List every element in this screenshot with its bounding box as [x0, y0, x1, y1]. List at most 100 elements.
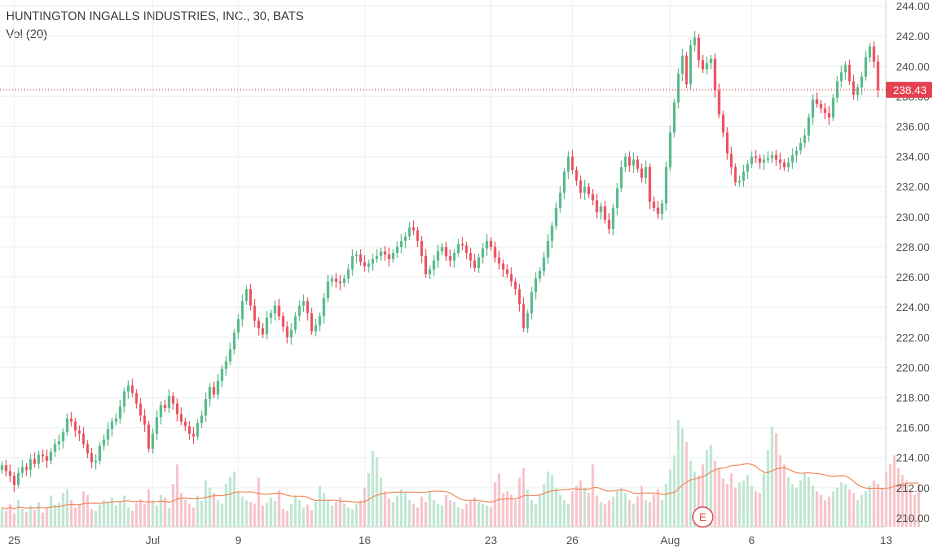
candle-body	[465, 245, 468, 253]
volume-bar	[778, 455, 782, 527]
volume-bar	[725, 484, 729, 527]
candle-body	[787, 162, 790, 168]
candle-body	[591, 194, 595, 201]
candle-body	[302, 301, 305, 306]
volume-bar	[538, 494, 542, 527]
candle-body	[579, 180, 582, 193]
volume-bar	[746, 475, 749, 527]
volume-bar	[844, 484, 847, 527]
candle-body	[196, 423, 199, 437]
candle-body	[212, 386, 216, 395]
volume-bar	[428, 491, 432, 527]
candle-body	[290, 329, 293, 338]
chart-legend: HUNTINGTON INGALLS INDUSTRIES, INC., 30,…	[6, 7, 304, 43]
volume-bar	[281, 509, 285, 527]
candle-body	[375, 255, 379, 259]
last-price-badge-bg	[886, 81, 932, 98]
candle-body	[106, 429, 110, 440]
candle-body	[338, 281, 342, 284]
volume-bar	[118, 501, 122, 527]
volume-bar	[901, 475, 904, 527]
candle-body	[595, 200, 599, 213]
candle-body	[163, 405, 167, 409]
earnings-circle	[692, 506, 714, 528]
candle-body	[762, 159, 766, 163]
candle-body	[603, 206, 607, 220]
candle-body	[0, 465, 4, 470]
volume-bar	[546, 471, 550, 527]
earnings-marker[interactable]: E	[692, 506, 714, 528]
volume-bar	[489, 507, 493, 527]
volume-bar	[196, 495, 199, 527]
candle-body	[122, 391, 126, 407]
candle-body	[461, 243, 464, 246]
price-tick-label: 226.00	[896, 272, 930, 284]
volume-bar	[74, 507, 77, 527]
volume-bar	[893, 455, 896, 527]
price-tick-label: 230.00	[896, 212, 930, 224]
volume-bar	[37, 501, 40, 527]
time-tick-label: 16	[358, 535, 370, 547]
candle-body	[644, 167, 648, 178]
price-tick-label: 218.00	[896, 393, 930, 405]
candle-body	[253, 305, 256, 321]
volume-bar	[615, 491, 619, 527]
candle-body	[204, 399, 207, 416]
candle-body	[49, 451, 53, 461]
volume-bar	[12, 513, 16, 527]
price-axis[interactable]: 244.00242.00240.00238.00236.00234.00232.…	[885, 0, 930, 527]
volume-bar	[461, 509, 464, 527]
volume-bar	[359, 500, 362, 527]
candle-body	[342, 278, 346, 284]
volume-bar	[697, 475, 700, 527]
candle-body	[444, 246, 448, 256]
candle-body	[65, 418, 69, 433]
candle-body	[318, 316, 322, 326]
time-axis[interactable]: 25 Jul 9 16 23 26 Aug 6 13	[0, 526, 892, 547]
candle-body	[677, 73, 680, 103]
volume-bar	[514, 500, 517, 527]
volume-bar	[681, 428, 684, 527]
volume-bar	[216, 500, 220, 527]
candle-body	[742, 171, 745, 181]
volume-bar	[909, 491, 912, 527]
candle-body	[558, 192, 562, 208]
volume-bar	[78, 503, 81, 527]
candle-body	[823, 108, 827, 113]
candle-body	[12, 475, 16, 485]
candle-body	[228, 349, 232, 362]
volume-bar	[799, 480, 802, 527]
candle-body	[689, 45, 692, 85]
price-tick-label: 224.00	[896, 302, 930, 314]
candle-body	[192, 433, 195, 437]
candle-body	[685, 55, 688, 85]
volume-bar	[917, 484, 921, 527]
volume-bar	[408, 500, 411, 527]
volume-bar	[795, 487, 798, 527]
price-tick-label: 210.00	[896, 513, 930, 525]
time-tick-label: 25	[8, 535, 20, 547]
candle-body	[448, 255, 452, 261]
candle-body	[795, 150, 798, 156]
candle-body	[864, 57, 868, 77]
volume-bar	[106, 501, 110, 527]
candle-body	[664, 167, 668, 204]
candle-body	[281, 316, 285, 327]
volume-bar	[448, 500, 452, 527]
candle-body	[514, 281, 517, 290]
volume-bar	[322, 493, 326, 527]
time-tick-label: Jul	[146, 535, 160, 547]
candle-body	[730, 153, 733, 168]
candle-body	[8, 471, 12, 476]
volume-bar	[245, 500, 248, 527]
candle-body	[351, 255, 354, 270]
candle-body	[791, 155, 794, 163]
candle-body	[363, 261, 366, 267]
volume-bar	[90, 509, 93, 527]
volume-bar	[342, 503, 346, 527]
candle-body	[477, 257, 480, 269]
candle-body	[485, 240, 489, 249]
volume-bar	[872, 480, 876, 527]
volume-bar	[888, 464, 892, 527]
